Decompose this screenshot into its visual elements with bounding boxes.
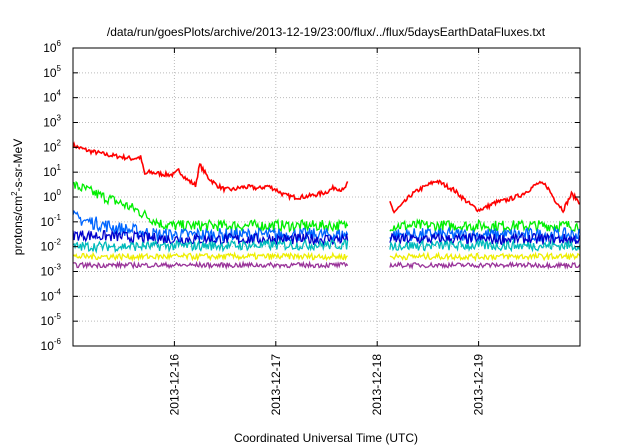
y-tick-label-9: 103 xyxy=(43,114,61,130)
series-group xyxy=(72,141,581,270)
y-tick-base: 10 xyxy=(41,215,55,229)
series-4-line-1 xyxy=(389,238,581,253)
series-6-line-0 xyxy=(72,260,349,270)
series-4 xyxy=(72,238,581,254)
y-tick-base: 10 xyxy=(41,265,55,279)
y-tick-label-6: 100 xyxy=(43,188,61,204)
y-tick-label-4: 10-2 xyxy=(41,238,62,254)
grid-lines xyxy=(73,48,580,346)
series-1 xyxy=(72,180,581,234)
series-6 xyxy=(72,260,581,270)
y-tick-exp: 5 xyxy=(57,64,62,73)
y-tick-label-1: 10-5 xyxy=(41,312,62,328)
plot-frame xyxy=(72,47,581,347)
y-tick-label-0: 10-6 xyxy=(41,337,62,353)
y-tick-exp: -1 xyxy=(54,213,62,222)
y-tick-label-11: 105 xyxy=(43,64,61,80)
y-tick-label-5: 10-1 xyxy=(41,213,62,229)
series-1-line-1 xyxy=(389,218,581,234)
y-tick-base: 10 xyxy=(41,240,55,254)
y-tick-exp: 2 xyxy=(57,138,62,147)
y-axis-label-rest: -s-sr-MeV xyxy=(11,139,25,192)
y-axis-label-base: protons/cm xyxy=(11,196,25,255)
series-4-line-0 xyxy=(72,238,349,254)
y-tick-exp: 6 xyxy=(57,39,62,48)
series-6-line-1 xyxy=(389,260,581,270)
y-tick-exp: -2 xyxy=(54,238,62,247)
series-5-line-0 xyxy=(72,251,348,263)
y-tick-exp: 4 xyxy=(57,89,62,98)
y-tick-base: 10 xyxy=(43,91,57,105)
y-tick-label-2: 10-4 xyxy=(41,287,62,303)
y-tick-label-7: 101 xyxy=(43,163,61,179)
series-2-line-0 xyxy=(72,209,349,244)
y-axis: 10-610-510-410-310-210-11001011021031041… xyxy=(41,39,580,353)
x-axis-label: Coordinated Universal Time (UTC) xyxy=(234,431,418,445)
y-tick-exp: 3 xyxy=(57,114,62,123)
series-0-line-0 xyxy=(72,141,349,202)
y-tick-label-3: 10-3 xyxy=(41,263,62,279)
y-tick-base: 10 xyxy=(43,165,57,179)
y-tick-exp: -5 xyxy=(54,312,62,321)
y-tick-base: 10 xyxy=(43,66,57,80)
y-tick-base: 10 xyxy=(41,339,55,353)
x-tick-label-3: 2013-12-19 xyxy=(472,354,486,416)
y-tick-exp: -4 xyxy=(54,287,62,296)
y-tick-exp: -6 xyxy=(54,337,62,346)
y-tick-base: 10 xyxy=(43,116,57,130)
series-0 xyxy=(72,141,581,214)
y-tick-base: 10 xyxy=(41,314,55,328)
y-tick-exp: -3 xyxy=(54,263,62,272)
y-tick-exp: 1 xyxy=(57,163,62,172)
series-5 xyxy=(72,251,581,263)
series-3-line-1 xyxy=(389,232,581,246)
y-tick-label-8: 102 xyxy=(43,138,61,154)
y-tick-label-12: 106 xyxy=(43,39,61,55)
series-0-line-1 xyxy=(389,179,581,214)
y-axis-label: protons/cm2-s-sr-MeV xyxy=(10,139,25,255)
y-tick-base: 10 xyxy=(41,289,55,303)
x-tick-label-2: 2013-12-18 xyxy=(370,354,384,416)
x-axis: 2013-12-16 2013-12-17 2013-12-18 2013-12-19 xyxy=(167,48,486,416)
y-axis-label-sup: 2 xyxy=(10,191,19,196)
y-tick-base: 10 xyxy=(43,41,57,55)
x-tick-label-1: 2013-12-17 xyxy=(269,354,283,416)
y-tick-exp: 0 xyxy=(57,188,62,197)
series-1-line-0 xyxy=(72,180,349,234)
chart-title: /data/run/goesPlots/archive/2013-12-19/2… xyxy=(107,25,546,39)
y-tick-label-10: 104 xyxy=(43,89,61,105)
y-tick-base: 10 xyxy=(43,140,57,154)
y-tick-base: 10 xyxy=(43,190,57,204)
x-tick-label-0: 2013-12-16 xyxy=(167,354,181,416)
series-5-line-1 xyxy=(389,251,581,262)
